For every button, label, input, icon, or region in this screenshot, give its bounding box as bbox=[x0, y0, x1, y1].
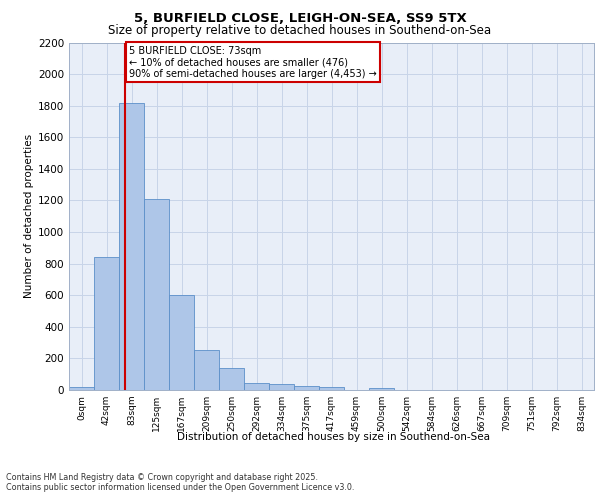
Y-axis label: Number of detached properties: Number of detached properties bbox=[24, 134, 34, 298]
Bar bbox=[369, 388, 394, 390]
Bar bbox=[219, 368, 244, 390]
Bar bbox=[119, 102, 144, 390]
Bar bbox=[319, 387, 344, 390]
Bar bbox=[144, 199, 169, 390]
Bar bbox=[244, 384, 269, 390]
Bar bbox=[194, 350, 219, 390]
Text: Contains public sector information licensed under the Open Government Licence v3: Contains public sector information licen… bbox=[6, 484, 355, 492]
Bar bbox=[94, 258, 119, 390]
Bar bbox=[269, 384, 294, 390]
Bar bbox=[169, 295, 194, 390]
Bar bbox=[69, 387, 94, 390]
Text: 5 BURFIELD CLOSE: 73sqm
← 10% of detached houses are smaller (476)
90% of semi-d: 5 BURFIELD CLOSE: 73sqm ← 10% of detache… bbox=[129, 46, 377, 79]
Text: Contains HM Land Registry data © Crown copyright and database right 2025.: Contains HM Land Registry data © Crown c… bbox=[6, 472, 318, 482]
Text: 5, BURFIELD CLOSE, LEIGH-ON-SEA, SS9 5TX: 5, BURFIELD CLOSE, LEIGH-ON-SEA, SS9 5TX bbox=[134, 12, 466, 26]
Text: Size of property relative to detached houses in Southend-on-Sea: Size of property relative to detached ho… bbox=[109, 24, 491, 37]
Text: Distribution of detached houses by size in Southend-on-Sea: Distribution of detached houses by size … bbox=[176, 432, 490, 442]
Bar bbox=[294, 386, 319, 390]
